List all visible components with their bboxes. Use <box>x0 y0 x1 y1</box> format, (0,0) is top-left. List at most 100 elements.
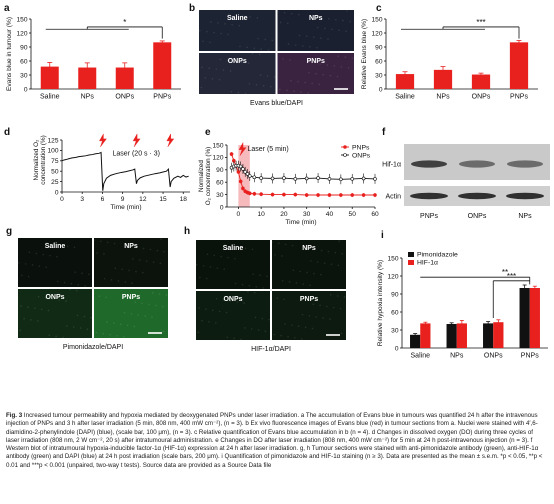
panel-e-point-PNPs <box>259 192 263 196</box>
panel-h-texture-dot <box>266 275 268 278</box>
panel-h-texture-dot <box>320 273 322 276</box>
panel-b-texture-dot <box>300 91 302 93</box>
panel-i-x-tick-label: Saline <box>411 353 431 360</box>
panel-g-texture-dot <box>90 316 93 319</box>
panel-h-texture-dot <box>291 324 293 326</box>
panel-b-texture-dot <box>349 20 351 23</box>
panel-h-texture-dot <box>222 299 225 301</box>
panel-i-legend-swatch <box>408 252 414 257</box>
panel-a-bar <box>115 67 134 89</box>
caption-text: Increased tumour permeability and hypoxi… <box>6 412 543 469</box>
panel-h-texture-dot <box>234 282 237 285</box>
panel-g-texture-dot <box>76 314 79 317</box>
panel-e-annotation: Laser (5 min) <box>247 146 288 153</box>
panel-e-point-PNPs <box>282 192 286 197</box>
panel-g-texture-dot <box>38 265 41 267</box>
panel-h-texture-dot <box>322 317 324 319</box>
panel-e-point-PNPs <box>252 191 257 196</box>
panel-i-x-tick-label: NPs <box>450 353 464 360</box>
panel-h-texture-dot <box>315 316 318 318</box>
panel-f-row-label: Hif-1α <box>382 162 401 169</box>
panel-h-texture-dot <box>262 287 264 289</box>
panel-a-y-tick-label: 0 <box>24 86 28 93</box>
panel-b-texture-dot <box>201 66 203 69</box>
panel-h-texture-dot <box>330 263 333 266</box>
panel-b-texture-dot <box>312 36 315 38</box>
panel-h-texture-dot <box>243 302 245 304</box>
panel-i-y-tick-label: 0 <box>395 345 399 352</box>
panel-e-point-ONPs <box>339 177 343 182</box>
panel-e-point-ONPs <box>270 176 275 181</box>
panel-h-texture-dot <box>306 271 308 274</box>
panel-b-texture-dot <box>279 88 281 91</box>
panel-g-texture-dot <box>70 282 73 285</box>
panel-b-texture-dot <box>235 14 237 16</box>
panel-g-caption: Pimonidazole/DAPI <box>63 344 123 351</box>
panel-e-point-ONPs <box>304 176 309 181</box>
panel-b-texture-dot <box>326 64 328 66</box>
panel-g-texture-dot <box>135 270 137 273</box>
panel-g-texture-dot <box>109 333 111 336</box>
panel-d-y-tick-label: 100 <box>47 148 58 155</box>
panel-f-band-hif <box>507 160 543 168</box>
panel-g-texture-dot <box>130 312 133 315</box>
panel-a-y-tick-label: 120 <box>16 30 27 37</box>
panel-e-point-PNPs <box>304 193 309 197</box>
panel-b-texture-dot <box>322 73 325 76</box>
panel-g-texture-dot <box>134 301 136 304</box>
panel-i-legend-label: Pimonidazole <box>417 252 458 259</box>
panel-h-texture-dot <box>211 309 214 312</box>
panel-e-x-tick-label: 60 <box>371 211 379 218</box>
panel-g-texture-dot <box>154 304 157 307</box>
panel-d-y-tick-label: 75 <box>51 158 59 165</box>
panel-g-letter: g <box>6 226 12 237</box>
panel-g-texture-dot <box>20 305 22 307</box>
panel-h-texture-dot <box>225 311 228 314</box>
panel-h-texture-dot <box>310 260 312 262</box>
panel-b-texture-dot <box>287 43 290 45</box>
panel-i-sig-annotation: ** <box>502 268 508 277</box>
panel-b-texture-dot <box>294 44 297 46</box>
panel-b-texture-dot <box>251 52 254 55</box>
panel-b-texture-dot <box>253 47 256 50</box>
panel-g-texture-dot <box>88 273 90 276</box>
panel-h-texture-dot <box>216 267 219 269</box>
panel-h-texture-dot <box>205 308 207 310</box>
panel-h-texture-dot <box>338 240 340 242</box>
panel-e-y-tick-label: 150 <box>212 142 223 149</box>
panel-b-texture-dot <box>218 78 221 81</box>
panel-e-point-PNPs <box>339 193 343 197</box>
panel-b-texture-dot <box>318 83 321 86</box>
panel-b-texture-dot <box>204 77 207 79</box>
panel-d-y-tick-label: 0 <box>55 189 59 196</box>
panel-e-point-ONPs <box>373 177 377 181</box>
panel-i-bar-0 <box>483 323 494 348</box>
panel-b-texture-dot <box>297 80 299 83</box>
caption-title: Fig. 3 <box>6 412 23 419</box>
panel-h-texture-dot <box>334 251 337 254</box>
panel-b-texture-dot <box>257 37 259 40</box>
panel-d-ylabel: concentration (%) <box>40 135 47 184</box>
panel-a-y-tick-label: 30 <box>20 72 28 79</box>
panel-g-texture-dot <box>114 267 117 270</box>
panel-b-texture-dot <box>298 34 301 37</box>
panel-e-point-ONPs <box>259 176 263 180</box>
panel-g-texture-dot <box>45 266 48 268</box>
panel-g-texture-dot <box>65 300 67 302</box>
panel-g-texture-dot <box>37 320 39 322</box>
panel-g-texture-dot <box>35 252 38 255</box>
panel-f-column-label: NPs <box>518 213 532 220</box>
panel-h-texture-dot <box>223 268 226 270</box>
panel-b-texture-dot <box>286 22 289 25</box>
panel-g-texture-dot <box>72 326 75 328</box>
panel-g-texture-dot <box>128 269 130 272</box>
panel-e-point-PNPs <box>316 193 320 197</box>
panel-c-x-tick-label: NPs <box>436 94 450 101</box>
panel-e-x-tick-label: 40 <box>326 211 334 218</box>
panel-e-point-ONPs <box>245 172 250 176</box>
panel-c-bar <box>471 74 491 89</box>
panel-h-texture-dot <box>283 298 286 301</box>
panel-g-texture-dot <box>103 277 106 280</box>
panel-g-texture-dot <box>30 319 32 321</box>
panel-g-texture-dot <box>159 262 162 265</box>
